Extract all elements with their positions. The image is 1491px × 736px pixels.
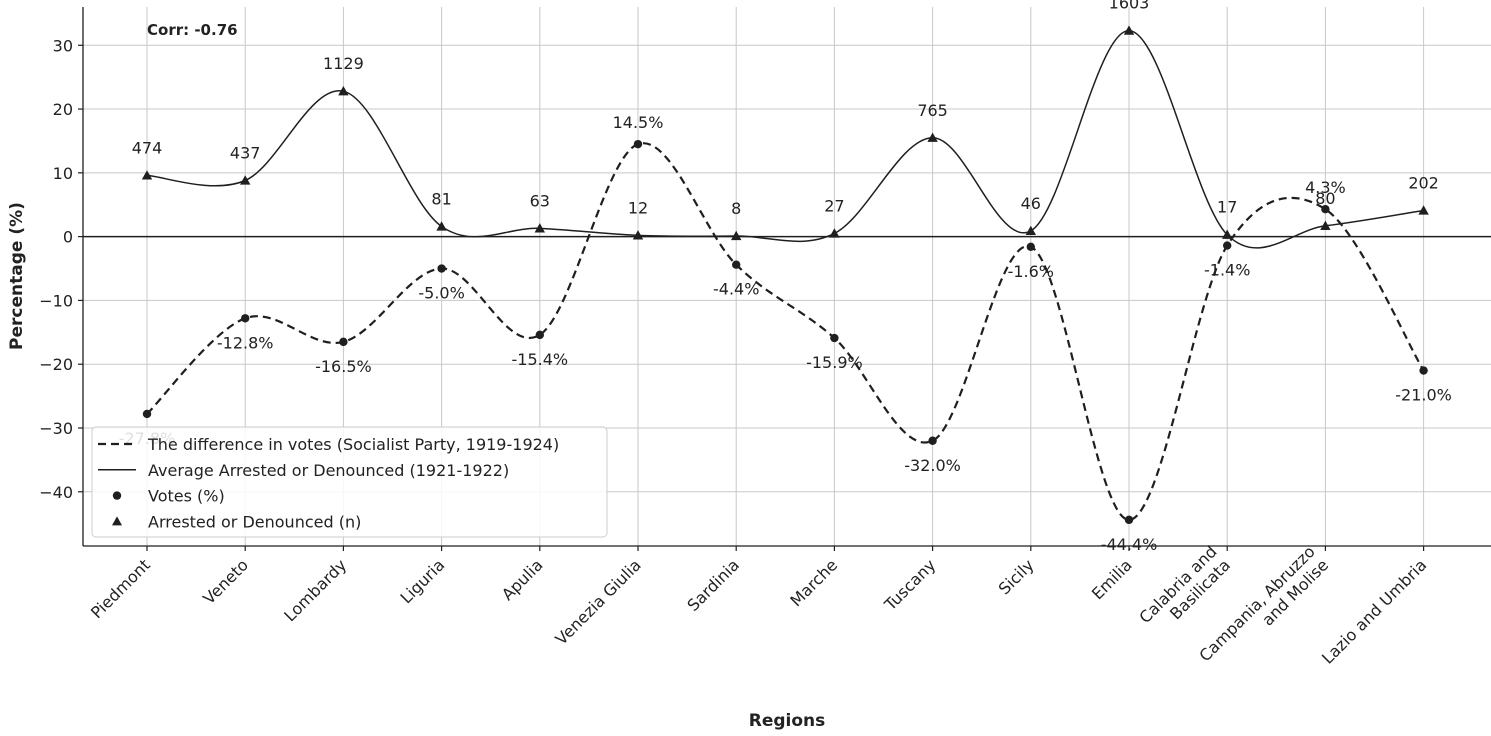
x-tick-label: Emilia: [1088, 555, 1136, 603]
arrests-data-label: 1129: [323, 54, 364, 73]
y-tick-label: −40: [39, 483, 73, 502]
arrests-data-label: 202: [1408, 173, 1439, 192]
arrests-data-label: 8: [731, 199, 741, 218]
votes-point: [1026, 242, 1036, 252]
votes-data-label: -16.5%: [315, 357, 372, 376]
arrests-point: [338, 85, 349, 96]
x-tick-label: Calabria andBasilicata: [1135, 542, 1234, 641]
votes-point: [928, 436, 937, 445]
y-tick-label: −20: [39, 355, 73, 374]
y-tick-label: −30: [39, 419, 73, 438]
votes-point: [1223, 241, 1232, 250]
votes-point: [241, 314, 250, 323]
votes-data-label: -1.4%: [1204, 261, 1250, 280]
arrests-data-label: 1603: [1109, 0, 1150, 13]
x-tick-label: Venezia Giulia: [552, 555, 645, 648]
arrests-data-label: 765: [917, 101, 948, 120]
votes-point: [633, 139, 643, 149]
y-tick-label: 30: [53, 36, 73, 55]
arrests-point: [829, 228, 840, 238]
legend-label: Arrested or Denounced (n): [148, 512, 361, 531]
x-tick-label: Liguria: [396, 555, 448, 607]
arrests-point: [927, 132, 938, 142]
y-tick-label: 10: [53, 164, 73, 183]
y-tick-label: −10: [39, 291, 73, 310]
legend: The difference in votes (Socialist Party…: [91, 426, 608, 538]
corr-annotation: Corr: -0.76: [147, 21, 238, 39]
x-tick-label: Marche: [786, 555, 841, 610]
arrests-data-label: 80: [1315, 189, 1335, 208]
votes-point: [339, 337, 348, 347]
series-markers: [141, 25, 1429, 525]
votes-point: [1419, 366, 1428, 375]
legend-label: Average Arrested or Denounced (1921-1922…: [148, 461, 509, 480]
votes-data-label: -32.0%: [904, 456, 961, 475]
arrests-data-label: 27: [824, 196, 844, 215]
legend-label: Votes (%): [148, 487, 225, 506]
arrests-data-label: 46: [1021, 194, 1041, 213]
legend-triangle-swatch: [112, 516, 122, 526]
votes-point: [830, 333, 839, 343]
arrests-data-label: 81: [431, 189, 451, 208]
arrests-point: [436, 221, 447, 231]
votes-data-label: -4.4%: [713, 280, 759, 299]
arrests-point: [731, 230, 742, 241]
votes-data-label: -44.4%: [1101, 535, 1158, 554]
x-tick-label: Sicily: [995, 555, 1038, 598]
arrests-point: [632, 230, 644, 240]
votes-data-label: 4.3%: [1305, 178, 1346, 197]
arrests-data-label: 63: [530, 191, 550, 210]
arrests-point: [1123, 25, 1135, 35]
arrests-point: [1222, 229, 1233, 239]
votes-data-label: -15.9%: [806, 353, 863, 372]
arrests-point: [534, 223, 545, 233]
votes-point: [535, 330, 544, 340]
x-tick-label: Tuscany: [880, 555, 939, 614]
y-tick-label: 20: [53, 100, 73, 119]
votes-data-label: 14.5%: [613, 113, 664, 132]
y-tick-label: 0: [63, 228, 73, 247]
votes-data-label: -21.0%: [1395, 386, 1452, 405]
votes-point: [142, 409, 152, 419]
votes-point: [437, 264, 446, 273]
votes-point: [1321, 205, 1330, 214]
x-tick-label: Veneto: [199, 555, 252, 608]
x-tick-label: Piedmont: [87, 555, 154, 622]
votes-data-label: -15.4%: [511, 350, 568, 369]
arrests-point: [1418, 205, 1429, 215]
arrests-point: [1320, 220, 1331, 230]
arrests-data-label: 474: [132, 138, 163, 157]
arrests-point: [1025, 225, 1036, 236]
votes-point: [1124, 515, 1134, 525]
x-tick-label: Apulia: [498, 555, 547, 604]
arrests-data-label: 437: [230, 144, 261, 163]
x-axis-title: Regions: [749, 711, 826, 731]
arrests-data-label: 17: [1217, 198, 1237, 217]
x-tick-label: Lazio and Umbria: [1318, 555, 1430, 667]
arrests-data-label: 12: [628, 198, 648, 217]
legend-circle-swatch: [112, 491, 122, 500]
legend-box: [91, 426, 608, 538]
data-labels: -27.8%-12.8%-16.5%-5.0%-15.4%14.5%-4.4%-…: [119, 0, 1452, 554]
arrests-point: [141, 170, 153, 180]
votes-point: [732, 260, 741, 269]
legend-label: The difference in votes (Socialist Party…: [147, 435, 559, 454]
x-tick-label: Sardinia: [683, 555, 743, 615]
votes-data-label: -12.8%: [217, 333, 274, 352]
votes-data-label: -1.6%: [1008, 262, 1054, 281]
arrests-point: [240, 175, 251, 185]
votes-data-label: -5.0%: [418, 284, 464, 303]
y-axis-title: Percentage (%): [7, 202, 27, 350]
x-tick-label: Lombardy: [280, 555, 350, 625]
